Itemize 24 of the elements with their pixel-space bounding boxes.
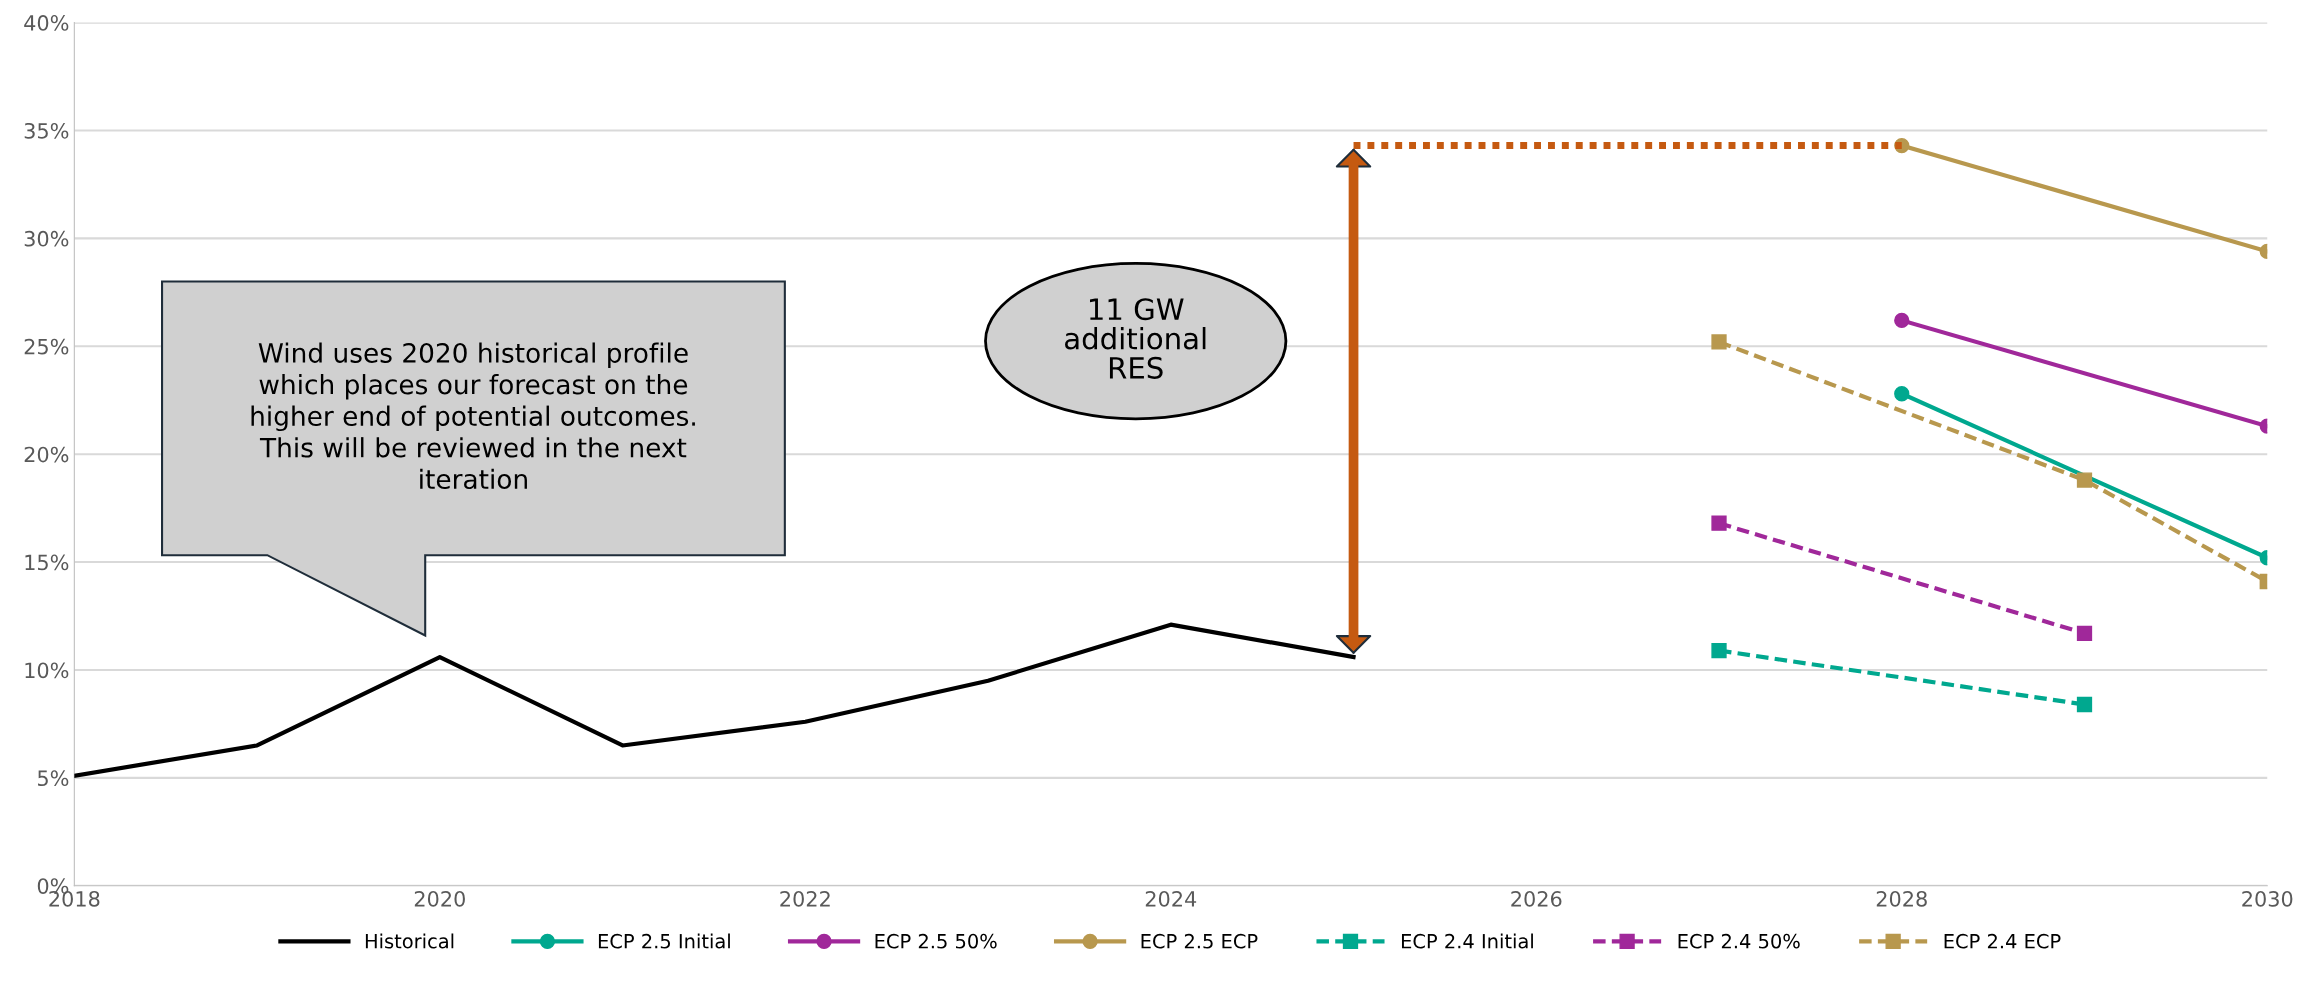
annotation: 11 GW additional RES	[1065, 298, 1206, 379]
y-tick-label: 25%	[24, 338, 69, 355]
legend-label: ECP 2.5 Initial	[598, 933, 730, 949]
y-tick-label: 15%	[25, 554, 69, 571]
y-tick-label: 10%	[25, 662, 69, 679]
y-tick-label: 20%	[24, 446, 69, 463]
legend-label: ECP 2.4 ECP	[1944, 933, 2061, 949]
line-series	[74, 622, 1356, 778]
x-tick-label: 2030	[2242, 890, 2293, 907]
y-tick-label: 5%	[38, 770, 69, 787]
legend-label: ECP 2.5 ECP	[1141, 933, 1258, 949]
legend-label: ECP 2.4 Initial	[1401, 933, 1533, 949]
y-tick-label: 40%	[24, 15, 69, 31]
legend-label: ECP 2.5 50%	[875, 933, 997, 949]
x-tick-label: 2026	[1511, 890, 1562, 907]
x-tick-label: 2028	[1876, 890, 1927, 907]
x-tick-label: 2020	[414, 890, 465, 907]
x-tick-label: 2024	[1145, 890, 1197, 907]
legend-label: Historical	[365, 933, 454, 949]
legend-label: ECP 2.4 50%	[1678, 933, 1800, 949]
y-tick-label: 30%	[24, 230, 69, 247]
x-tick-label: 2022	[780, 890, 830, 907]
annotation: Wind uses 2020 historical profile which places our forecast on the higher end of potential outcomes. This will be reviewed in the next iteration	[251, 342, 695, 490]
y-tick-label: 35%	[24, 122, 69, 139]
